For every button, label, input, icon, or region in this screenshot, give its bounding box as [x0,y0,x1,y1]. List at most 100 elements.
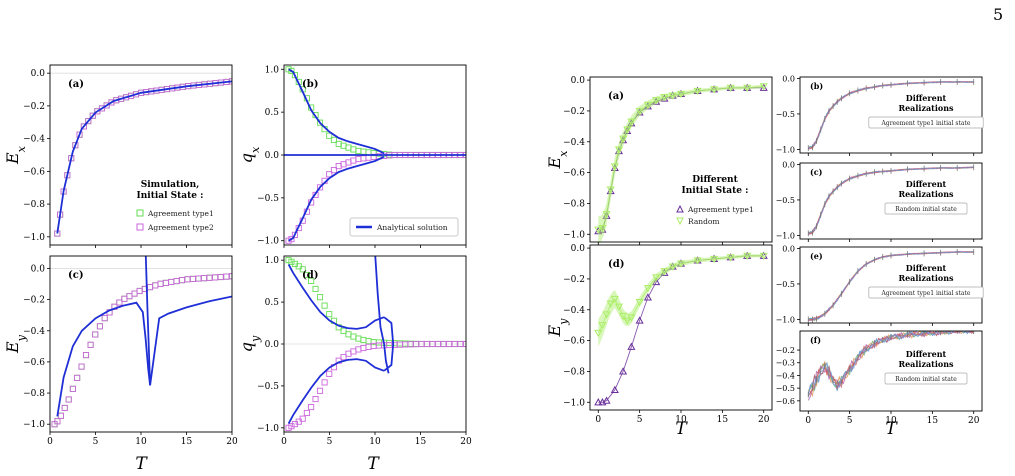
x-tick-label: 15 [415,437,427,447]
marker-agreement-type2 [92,331,99,338]
y-tick-label: −0.2 [23,296,45,306]
y-tick-label: −0.4 [23,135,45,145]
marker-agreement-type2 [223,273,230,280]
y-tick-label: −0.2 [776,346,795,355]
marker-random [635,107,644,116]
series-line-analytical [383,316,395,372]
marker-random [623,317,632,325]
marker-agreement-type1 [288,258,295,265]
marker-agreement-type2 [288,423,295,430]
marker-agreement-type2 [76,131,83,138]
x-tick-label: 20 [226,437,238,447]
marker-agreement-type1 [126,293,133,300]
marker-agreement-type1 [316,119,324,126]
annotation-box [868,286,984,299]
marker-random [606,300,615,308]
marker-agreement-type2 [87,341,94,348]
marker-agreement-type1 [350,333,357,340]
x-tick-label: 5 [637,415,643,425]
marker-agreement-type2 [316,387,324,394]
marker-agreement-type1 [602,396,611,404]
y-tick-label: −1.0 [563,230,585,240]
y-tick-label: −0.6 [23,358,45,368]
panel-label: (c) [810,167,823,177]
marker-agreement-type1 [195,275,202,282]
panel-label: (e) [810,251,823,261]
marker-random [743,252,752,261]
marker-random [759,83,768,91]
series-line-analytical [56,80,232,234]
marker-random [726,84,735,93]
marker-agreement-type2 [116,299,123,306]
marker-agreement-type2 [212,274,219,281]
panel-R-a: 0.0 −0.2 −0.4 −0.6 −0.8 −1.0 (a) Ex DifferentIni… [545,76,773,245]
marker-agreement-type2 [54,418,61,425]
marker-agreement-type2 [189,275,196,282]
plot-area [807,78,975,152]
marker-agreement-type1 [116,299,123,306]
marker-agreement-type1 [61,404,68,412]
marker-agreement-type1 [87,341,94,348]
plot-area [807,248,975,323]
marker-random [627,314,636,322]
y-tick-label: 0.0 [571,76,586,86]
marker-agreement-type1 [74,374,81,381]
y-tick-label: −0.3 [776,359,795,368]
panel-label: (d) [608,259,624,270]
annotation-box-text: Agreement type1 initial state [881,290,971,297]
y-tick-label: −1.0 [23,233,45,243]
realization-line [807,166,974,235]
marker-random [693,257,702,265]
marker-agreement-type2 [355,346,362,353]
y-axis-label: Ey [545,318,570,338]
marker-random [668,263,677,271]
marker-random [598,225,607,233]
x-axis-label: T [675,419,688,439]
marker-random [743,84,752,93]
x-tick-label: 0 [805,416,811,426]
realization-line [808,250,974,321]
marker-agreement-type2 [308,404,315,411]
marker-agreement-type2 [312,395,319,403]
y-tick-label: 0.0 [782,74,795,83]
y-tick-label: 0.0 [31,69,46,79]
legend-entry: Random [688,217,720,226]
panel-L-b: 1.0 0.5 0.0 −0.5 −1.0 (b) qx Analytical solutio… [237,64,467,248]
marker-agreement-type1 [189,275,196,282]
marker-agreement-type1 [152,282,159,289]
marker-agreement-type2 [200,275,208,282]
legend-entry: Agreement type2 [147,223,214,232]
legend-marker [676,217,684,226]
annotation-title: Realizations [898,189,954,199]
plot-area [807,164,975,237]
y-tick-label: 0.0 [265,151,280,161]
marker-agreement-type2 [330,167,337,174]
marker-agreement-type1 [386,339,393,347]
annotation-title: Different [906,179,947,189]
marker-agreement-type2 [350,157,357,164]
marker-agreement-type2 [173,278,180,285]
y-tick-label: 0.0 [265,340,280,350]
marker-agreement-type2 [345,159,352,166]
marker-agreement-type1 [96,323,103,330]
marker-random [623,126,632,134]
y-tick-label: 0.0 [782,244,795,253]
panel-label: (b) [302,79,318,90]
marker-agreement-type1 [326,311,333,318]
marker-agreement-type2 [152,282,159,289]
panel-label: (d) [302,270,318,281]
marker-random [614,303,624,311]
series-line-analytical [149,295,232,386]
marker-agreement-type1 [321,302,328,309]
x-tick-label: 20 [460,437,472,447]
marker-agreement-type1 [345,331,352,338]
y-tick-label: −0.4 [563,306,585,316]
marker-agreement-type2 [168,278,175,286]
y-axis-label: qy [237,335,262,352]
marker-agreement-type2 [61,404,68,412]
y-tick-label: −0.5 [257,382,279,392]
annotation-box-text: Agreement type1 initial state [881,120,971,127]
marker-agreement-type1 [308,277,315,284]
